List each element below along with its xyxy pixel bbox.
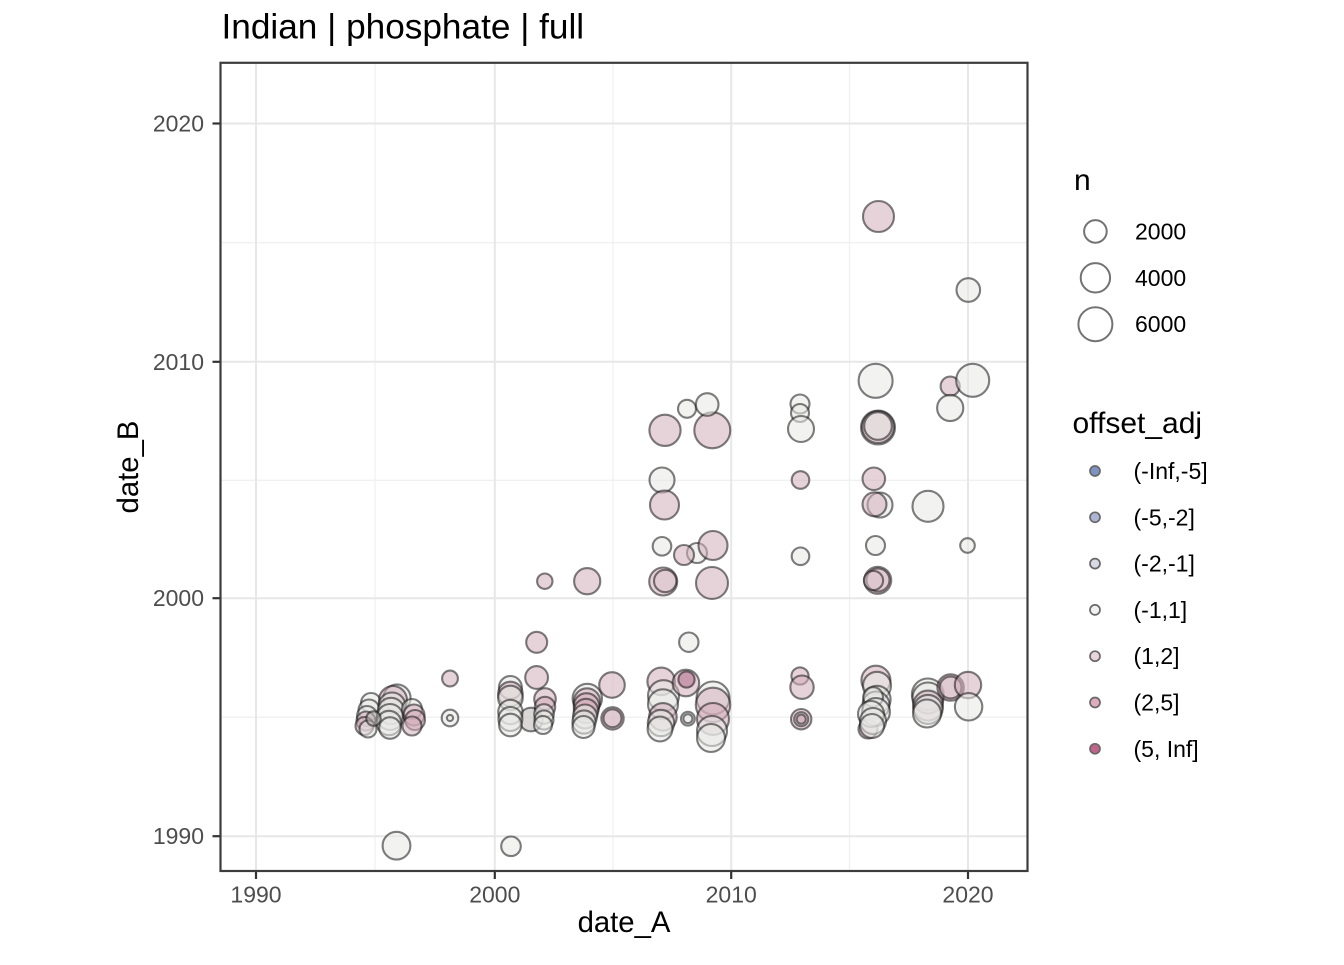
- svg-text:2000: 2000: [469, 882, 520, 908]
- svg-text:2010: 2010: [153, 349, 204, 375]
- svg-text:(-Inf,-5]: (-Inf,-5]: [1134, 458, 1208, 484]
- svg-text:6000: 6000: [1135, 311, 1186, 337]
- svg-text:date_B: date_B: [112, 421, 145, 514]
- svg-text:(-1,1]: (-1,1]: [1134, 597, 1188, 623]
- svg-text:Indian | phosphate | full: Indian | phosphate | full: [222, 8, 585, 47]
- svg-text:2000: 2000: [1135, 218, 1186, 244]
- svg-text:n: n: [1074, 164, 1091, 197]
- svg-text:2000: 2000: [153, 585, 204, 611]
- svg-text:(-5,-2]: (-5,-2]: [1134, 504, 1195, 530]
- svg-text:(-2,-1]: (-2,-1]: [1134, 551, 1195, 577]
- svg-text:(1,2]: (1,2]: [1134, 643, 1180, 669]
- svg-text:1990: 1990: [153, 823, 204, 849]
- svg-text:offset_adj: offset_adj: [1073, 407, 1203, 440]
- svg-text:4000: 4000: [1135, 265, 1186, 291]
- svg-text:2020: 2020: [153, 111, 204, 137]
- svg-text:(5, Inf]: (5, Inf]: [1134, 736, 1199, 762]
- svg-text:2010: 2010: [706, 882, 757, 908]
- svg-text:(2,5]: (2,5]: [1134, 690, 1180, 716]
- svg-text:date_A: date_A: [578, 906, 671, 939]
- svg-text:2020: 2020: [942, 882, 993, 908]
- svg-text:1990: 1990: [230, 882, 281, 908]
